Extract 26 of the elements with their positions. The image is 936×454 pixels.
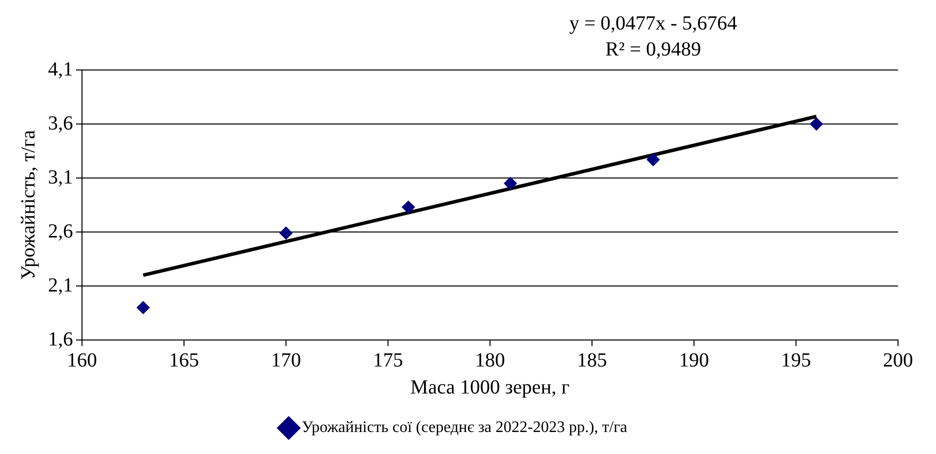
x-tick-label: 195 (781, 349, 811, 372)
y-tick-label: 3,6 (48, 112, 73, 134)
text: R² = 0,9489 (605, 38, 702, 60)
text: y = 0,0477x - 5,6764 (569, 12, 738, 34)
point (646, 153, 660, 166)
y-axis-title: Урожайність, т/га (17, 130, 40, 280)
point (280, 226, 292, 240)
point (402, 200, 415, 214)
x-tick-label: 185 (577, 349, 607, 372)
y-tick-label: 3,1 (48, 166, 73, 188)
y-tick-label: 2,1 (48, 274, 73, 296)
x-tick-label: 165 (169, 349, 199, 372)
x-tick-label: 175 (373, 349, 403, 372)
legend-label: Урожайність сої (середнє за 2022-2023 рр.), т/га (302, 419, 628, 436)
y-tick-label: 2,6 (48, 220, 73, 242)
x-tick-label: 160 (67, 349, 97, 372)
point (504, 176, 517, 190)
point (136, 301, 150, 314)
x-tick-label: 170 (271, 349, 301, 372)
x-tick-label: 180 (475, 349, 505, 372)
x-tick-label: 200 (883, 349, 913, 372)
y-tick-label: 1,6 (48, 328, 73, 350)
x-tick-label: 190 (679, 349, 709, 372)
y-tick-label: 4,1 (48, 58, 73, 80)
x-axis-title: Маса 1000 зерен, г (410, 376, 570, 398)
point (810, 118, 823, 130)
